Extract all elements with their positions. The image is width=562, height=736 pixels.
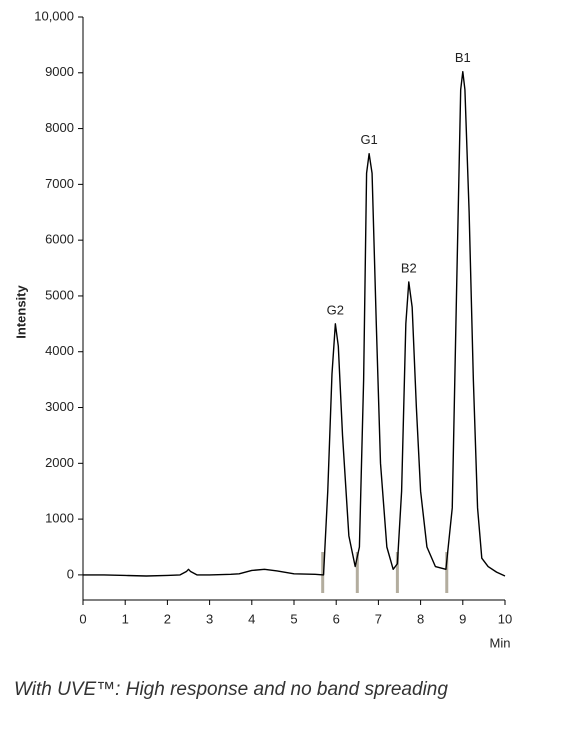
peak-label: B2 — [401, 260, 417, 275]
y-tick-label: 5000 — [45, 287, 74, 302]
y-tick-label: 0 — [67, 566, 74, 581]
x-tick-label: 3 — [206, 611, 213, 626]
caption: With UVE™: High response and no band spr… — [14, 679, 448, 700]
y-tick-label: 9000 — [45, 64, 74, 79]
y-tick-label: 10,000 — [34, 8, 74, 23]
y-tick-label: 4000 — [45, 343, 74, 358]
peak-label: G1 — [360, 132, 377, 147]
x-tick-label: 1 — [122, 611, 129, 626]
y-tick-label: 2000 — [45, 455, 74, 470]
x-tick-label: 10 — [498, 611, 512, 626]
boundary-marker — [321, 552, 325, 593]
y-axis-label: Intensity — [13, 285, 28, 339]
boundary-marker — [355, 552, 359, 593]
peak-label: B1 — [455, 50, 471, 65]
boundary-marker — [445, 552, 449, 593]
boundary-marker — [395, 552, 399, 593]
x-tick-label: 7 — [375, 611, 382, 626]
x-tick-label: 8 — [417, 611, 424, 626]
peak-label: G2 — [327, 302, 344, 317]
x-tick-label: 9 — [459, 611, 466, 626]
y-tick-label: 7000 — [45, 176, 74, 191]
x-tick-label: 2 — [164, 611, 171, 626]
x-tick-label: 0 — [79, 611, 86, 626]
y-tick-label: 6000 — [45, 232, 74, 247]
x-axis-label: Min — [490, 635, 511, 650]
y-tick-label: 1000 — [45, 511, 74, 526]
y-tick-label: 8000 — [45, 120, 74, 135]
trace-line — [83, 70, 506, 577]
x-tick-label: 5 — [290, 611, 297, 626]
y-tick-label: 3000 — [45, 399, 74, 414]
x-tick-label: 4 — [248, 611, 255, 626]
x-tick-label: 6 — [333, 611, 340, 626]
